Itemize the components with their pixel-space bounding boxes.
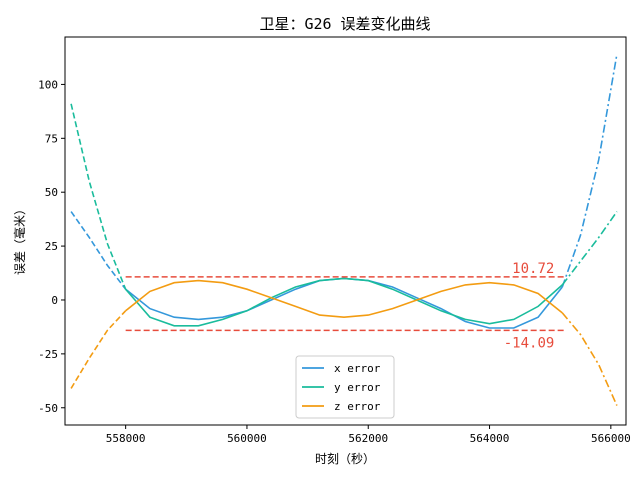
plot-frame (64, 36, 627, 426)
series-x-extrapolation-right (561, 54, 618, 288)
legend-box (295, 355, 395, 419)
y-tick-label: -25 (38, 348, 58, 361)
legend-label-y: y error (334, 381, 381, 394)
x-tick-label: 560000 (227, 432, 267, 445)
series-y-line (124, 277, 563, 327)
series-z-extrapolation-left (70, 310, 127, 389)
series-z-extrapolation-right (561, 312, 618, 406)
y-axis-label: 误差（毫米） (12, 203, 27, 275)
plot-area: 10.72 -14.09 (70, 54, 618, 406)
y-tick-label: 100 (38, 78, 58, 91)
x-tick-label: 564000 (470, 432, 510, 445)
y-tick-label: 50 (45, 186, 58, 199)
y-tick-label: 0 (51, 294, 58, 307)
legend: x error y error z error (295, 355, 395, 419)
legend-label-x: x error (334, 362, 381, 375)
series-y-extrapolation-right (561, 211, 618, 286)
series-x-line (125, 277, 563, 329)
axes: 558000 560000 562000 564000 566000 -50 -25 0 25 5… (38, 36, 631, 445)
series-z-line (125, 279, 563, 319)
chart-title: 卫星：G26 误差变化曲线 (259, 15, 430, 33)
legend-label-z: z error (334, 400, 381, 413)
series-y-extrapolation-left (70, 103, 127, 290)
x-tick-label: 562000 (348, 432, 388, 445)
lower-threshold-label: -14.09 (504, 335, 555, 351)
y-tick-label: -50 (38, 402, 58, 415)
x-axis-label: 时刻（秒） (315, 452, 375, 466)
series-x-extrapolation-left (70, 211, 127, 290)
y-tick-label: 25 (45, 240, 58, 253)
x-tick-label: 558000 (106, 432, 146, 445)
x-tick-label: 566000 (591, 432, 631, 445)
y-tick-label: 75 (45, 132, 58, 145)
upper-threshold-label: 10.72 (512, 261, 554, 277)
plot-clip-group (70, 54, 618, 406)
